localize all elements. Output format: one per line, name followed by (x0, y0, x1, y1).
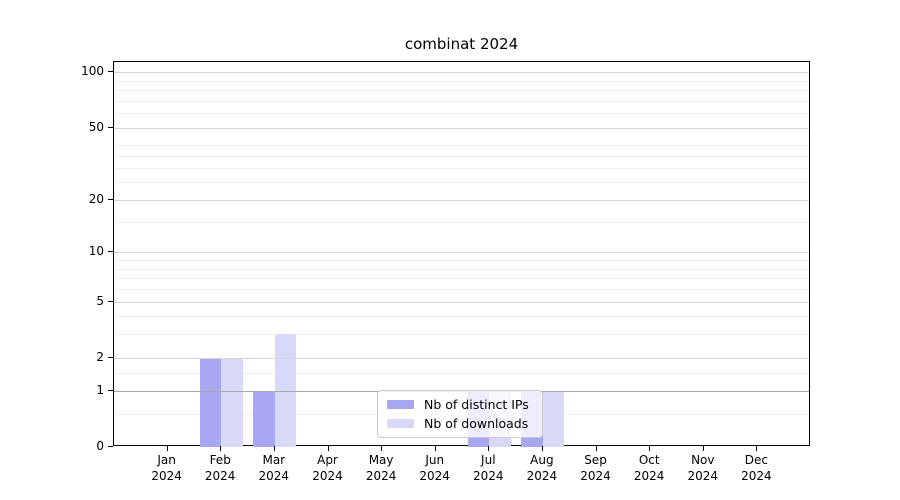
x-tick-mark (541, 446, 543, 451)
minor-gridline (114, 316, 809, 318)
minor-gridline (114, 80, 809, 82)
minor-gridline (114, 90, 809, 92)
minor-gridline (114, 145, 809, 147)
y-tick-label: 5 (96, 293, 104, 308)
x-tick-label: Dec 2024 (741, 453, 772, 483)
legend-swatch-distinct-ips (387, 400, 414, 409)
y-tick-label: 10 (88, 244, 104, 259)
bar-distinct-ips (199, 357, 222, 447)
minor-gridline (114, 289, 809, 290)
major-gridline (114, 252, 809, 254)
major-gridline (114, 301, 809, 303)
minor-gridline (114, 372, 809, 374)
legend-item-downloads: Nb of downloads (387, 416, 542, 431)
bar-distinct-ips (253, 390, 275, 447)
x-tick-label: Aug 2024 (526, 453, 558, 483)
bar-downloads (221, 357, 243, 447)
y-tick-label: 2 (96, 349, 104, 364)
x-tick-mark (756, 446, 758, 451)
x-tick-label: Feb 2024 (204, 453, 236, 483)
plot-area (113, 61, 810, 447)
x-tick-label: Apr 2024 (312, 453, 343, 483)
y-tick-mark (108, 300, 113, 302)
minor-gridline (114, 168, 809, 170)
y-tick-mark (108, 71, 113, 73)
x-tick-label: Jul 2024 (473, 453, 504, 483)
minor-gridline (114, 278, 809, 280)
x-tick-label: Mar 2024 (258, 453, 290, 483)
x-tick-label: Sep 2024 (580, 453, 611, 483)
x-tick-label: Jan 2024 (151, 453, 182, 483)
legend-swatch-downloads (387, 419, 414, 428)
minor-gridline (114, 221, 809, 223)
legend-item-distinct-ips: Nb of distinct IPs (387, 397, 542, 412)
major-gridline (114, 72, 809, 74)
y-tick-label: 100 (81, 64, 104, 79)
legend: Nb of distinct IPs Nb of downloads (377, 390, 543, 438)
x-tick-label: May 2024 (365, 453, 397, 483)
minor-gridline (114, 100, 809, 102)
x-tick-mark (434, 446, 436, 451)
minor-gridline (114, 260, 809, 261)
bar-downloads (542, 390, 565, 447)
x-tick-mark (649, 446, 651, 451)
y-tick-label: 0 (96, 439, 104, 453)
minor-gridline (114, 156, 809, 157)
y-tick-mark (108, 446, 113, 447)
x-tick-label: Nov 2024 (687, 453, 719, 483)
minor-gridline (114, 334, 809, 336)
y-tick-label: 20 (88, 191, 104, 206)
x-tick-mark (327, 446, 329, 451)
y-tick-mark (108, 198, 113, 200)
x-tick-mark (595, 446, 597, 451)
y-tick-mark (108, 126, 113, 128)
legend-label-distinct-ips: Nb of distinct IPs (424, 397, 529, 412)
y-tick-label: 50 (88, 119, 104, 134)
x-tick-mark (220, 446, 222, 451)
y-tick-label: 1 (96, 382, 104, 397)
x-tick-mark (488, 446, 490, 451)
major-gridline (114, 357, 809, 359)
minor-gridline (114, 113, 809, 115)
legend-label-downloads: Nb of downloads (424, 416, 529, 431)
chart-title: combinat 2024 (404, 35, 519, 53)
x-tick-mark (702, 446, 704, 451)
x-tick-label: Jun 2024 (419, 453, 450, 483)
y-tick-mark (108, 251, 113, 253)
y-tick-mark (108, 389, 113, 391)
y-tick-mark (108, 356, 113, 358)
x-tick-label: Oct 2024 (633, 453, 665, 483)
major-gridline (114, 199, 809, 201)
minor-gridline (114, 268, 809, 270)
x-tick-mark (273, 446, 275, 451)
x-tick-mark (381, 446, 383, 451)
major-gridline (114, 127, 809, 129)
x-tick-mark (166, 446, 168, 451)
minor-gridline (114, 182, 809, 184)
